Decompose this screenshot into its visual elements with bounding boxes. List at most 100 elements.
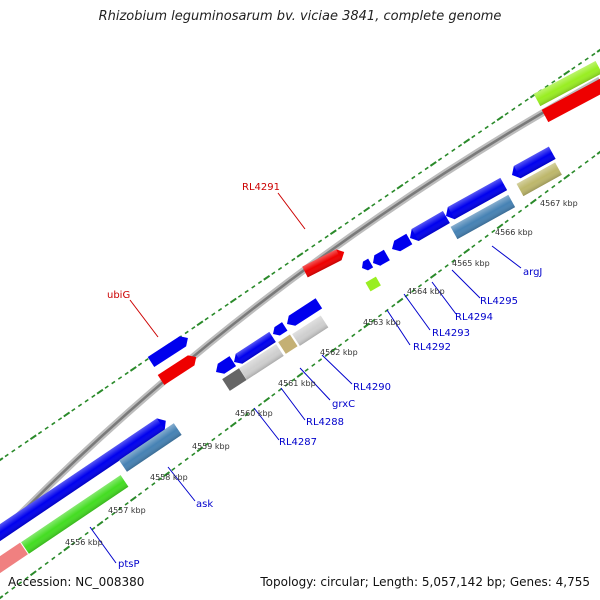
scale-tick bbox=[484, 234, 489, 239]
scale-tick bbox=[117, 506, 123, 511]
scale-tick bbox=[591, 155, 596, 159]
scale-tick bbox=[211, 312, 216, 317]
scale-tick bbox=[524, 204, 529, 209]
scale-tick bbox=[257, 280, 263, 285]
scale-tick bbox=[0, 457, 4, 462]
scale-tick bbox=[571, 66, 576, 71]
gene-block[interactable] bbox=[450, 194, 516, 240]
gene-block[interactable] bbox=[533, 60, 600, 107]
scale-tick bbox=[557, 75, 563, 80]
gene-label-rl4295[interactable]: RL4295 bbox=[480, 296, 518, 307]
scale-tick bbox=[351, 216, 356, 221]
scale-tick bbox=[277, 266, 283, 271]
gene-label-ptsp[interactable]: ptsP bbox=[118, 559, 140, 570]
scale-tick bbox=[496, 115, 504, 122]
gene-block[interactable] bbox=[239, 344, 284, 380]
scale-tick bbox=[463, 138, 471, 144]
gene-block[interactable] bbox=[302, 247, 347, 278]
gene-label-rl4287[interactable]: RL4287 bbox=[279, 437, 317, 448]
scale-tick bbox=[184, 457, 189, 462]
gene-label-rl4291[interactable]: RL4291 bbox=[242, 182, 280, 193]
gene-label-rl4293[interactable]: RL4293 bbox=[432, 328, 470, 339]
gene-block[interactable] bbox=[292, 315, 329, 346]
gene-label-ask[interactable]: ask bbox=[196, 499, 213, 510]
gene-block[interactable] bbox=[0, 415, 170, 542]
scale-tick bbox=[591, 52, 596, 57]
label-leaders bbox=[89, 192, 522, 564]
gene-block[interactable] bbox=[0, 542, 28, 574]
scale-tick bbox=[284, 262, 289, 266]
scale-tick bbox=[524, 98, 529, 102]
scale-tick bbox=[437, 157, 443, 162]
scale-tick bbox=[396, 183, 404, 190]
gene-block[interactable] bbox=[213, 356, 237, 377]
gene-label-rl4290[interactable]: RL4290 bbox=[353, 382, 391, 393]
scale-tick bbox=[44, 561, 49, 566]
gene-block[interactable] bbox=[370, 249, 390, 268]
scale-tick bbox=[457, 143, 463, 148]
gene-block[interactable] bbox=[222, 368, 247, 391]
scale-tick bbox=[244, 412, 249, 417]
gene-label-rl4288[interactable]: RL4288 bbox=[306, 417, 344, 428]
gene-block[interactable] bbox=[21, 475, 129, 554]
gene-block[interactable] bbox=[407, 210, 450, 244]
scale-tick bbox=[563, 173, 571, 180]
gene-label-argj[interactable]: argJ bbox=[523, 267, 542, 278]
gene-block[interactable] bbox=[389, 233, 413, 254]
gene-block[interactable] bbox=[147, 333, 191, 368]
scale-tick bbox=[311, 244, 316, 248]
scale-tick bbox=[24, 576, 29, 581]
scale-tick bbox=[277, 388, 283, 392]
scale-tick bbox=[384, 193, 389, 198]
scale-tick bbox=[29, 570, 37, 577]
gene-block[interactable] bbox=[541, 76, 600, 123]
scale-tick bbox=[484, 125, 489, 130]
gene-block[interactable] bbox=[360, 258, 374, 273]
scale-tick bbox=[563, 69, 571, 76]
gene-block[interactable] bbox=[509, 146, 556, 182]
gene-labels: RL4291 ubiG argJ RL4295 RL4294 RL4293 RL… bbox=[107, 182, 542, 570]
scale-tick bbox=[191, 452, 196, 457]
scale-tick bbox=[391, 303, 396, 308]
scale-tick bbox=[577, 61, 583, 66]
scale-tick bbox=[584, 160, 589, 164]
gene-block[interactable] bbox=[284, 298, 323, 329]
gene-block[interactable] bbox=[516, 162, 562, 197]
scale-tick bbox=[63, 545, 71, 552]
scale-tick bbox=[391, 189, 396, 194]
scale-tick bbox=[363, 322, 371, 329]
scale-tick bbox=[329, 229, 337, 236]
gene-block[interactable] bbox=[119, 423, 182, 472]
scale-tick bbox=[144, 357, 149, 362]
scale-tick bbox=[444, 152, 449, 157]
gene-block[interactable] bbox=[157, 352, 200, 386]
outer-tick-row bbox=[0, 48, 600, 462]
scale-tick bbox=[111, 511, 116, 516]
scale-tick bbox=[196, 446, 204, 453]
scale-tick bbox=[137, 492, 143, 496]
scale-tick bbox=[457, 254, 463, 258]
gene-block[interactable] bbox=[270, 322, 288, 338]
scale-tick bbox=[551, 80, 556, 84]
scale-tick bbox=[229, 421, 237, 428]
gene-label-rl4292[interactable]: RL4292 bbox=[413, 342, 451, 353]
scale-tick bbox=[477, 130, 483, 134]
scale-tick bbox=[4, 453, 9, 458]
accession-text: Accession: NC_008380 bbox=[8, 575, 145, 589]
scale-label: 4565 kbp bbox=[452, 259, 490, 268]
gene-block[interactable] bbox=[231, 331, 276, 367]
backbone-line-core bbox=[0, 78, 600, 537]
gene-block[interactable] bbox=[365, 276, 381, 292]
scale-tick bbox=[217, 307, 223, 312]
scale-tick bbox=[517, 102, 523, 107]
scale-tick bbox=[584, 57, 589, 61]
scale-tick bbox=[451, 259, 456, 263]
gene-block[interactable] bbox=[443, 177, 508, 222]
gene-label-grxc[interactable]: grxC bbox=[332, 399, 355, 410]
gene-label-rl4294[interactable]: RL4294 bbox=[455, 312, 493, 323]
scale-tick bbox=[177, 462, 183, 467]
scale-tick bbox=[24, 439, 29, 444]
gene-label-ubig[interactable]: ubiG bbox=[107, 290, 130, 301]
gene-block[interactable] bbox=[278, 334, 298, 354]
scale-label: 4562 kbp bbox=[320, 348, 358, 357]
